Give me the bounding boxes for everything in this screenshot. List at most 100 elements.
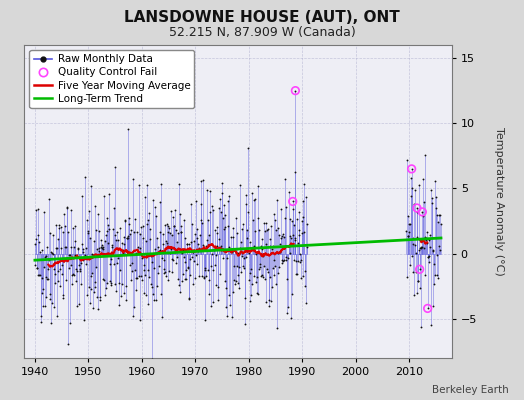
Point (188, 254, 196, 260)
Point (265, 242, 274, 249)
Point (50, 304, 59, 310)
Point (298, 218, 306, 224)
Point (434, 275, 443, 281)
Point (68, 281, 77, 288)
Point (45, 257, 53, 263)
Point (301, 283, 309, 289)
Point (97, 245, 106, 252)
Point (231, 248, 239, 254)
Point (299, 198, 308, 204)
Point (74, 246, 82, 252)
Point (68, 272, 76, 278)
Point (245, 298, 254, 304)
Point (74, 254, 83, 261)
Point (75, 301, 84, 307)
Point (165, 277, 173, 283)
Point (413, 234, 422, 240)
Point (149, 197, 158, 204)
Point (104, 222, 112, 228)
Point (135, 230, 144, 237)
Point (194, 241, 202, 247)
Point (143, 221, 151, 227)
Point (144, 217, 152, 224)
Point (42, 253, 50, 259)
Point (202, 243, 211, 249)
Point (263, 226, 271, 233)
Point (43, 244, 51, 250)
Point (90, 284, 99, 290)
Point (54, 278, 62, 284)
Point (295, 209, 303, 215)
Point (403, 157, 411, 163)
Point (243, 227, 251, 233)
Point (286, 250, 294, 256)
Point (433, 252, 442, 258)
Point (412, 290, 421, 296)
Point (233, 230, 241, 236)
Point (248, 190, 256, 196)
Point (412, 269, 420, 276)
Point (180, 276, 189, 282)
Point (128, 268, 136, 274)
Point (85, 300, 94, 306)
Point (84, 284, 93, 290)
Point (105, 261, 114, 267)
Point (178, 278, 187, 284)
Point (48, 299, 56, 306)
Point (221, 224, 229, 231)
Point (203, 216, 212, 223)
Point (86, 235, 94, 241)
Point (292, 270, 300, 277)
Point (47, 249, 55, 256)
Point (140, 272, 149, 279)
Point (152, 250, 161, 256)
Point (413, 205, 421, 211)
Point (107, 255, 116, 262)
Point (93, 211, 102, 217)
Point (122, 297, 130, 303)
Point (206, 188, 214, 194)
Point (184, 241, 193, 248)
Point (185, 296, 193, 302)
Point (170, 222, 178, 229)
Point (432, 212, 441, 218)
Point (243, 235, 252, 242)
Point (50, 266, 58, 272)
Point (411, 250, 420, 256)
Point (174, 276, 182, 282)
Point (300, 181, 309, 188)
Point (146, 226, 155, 232)
Point (215, 205, 223, 212)
Point (429, 246, 437, 253)
Point (62, 205, 71, 212)
Point (428, 303, 436, 309)
Point (427, 186, 435, 193)
Point (96, 236, 105, 243)
Point (138, 255, 146, 261)
Point (422, 236, 431, 243)
Point (228, 289, 237, 295)
Point (247, 280, 256, 287)
Point (173, 230, 182, 236)
Point (134, 250, 143, 256)
Point (104, 240, 113, 246)
Point (302, 221, 311, 227)
Point (96, 294, 104, 300)
Point (147, 356, 156, 363)
Point (256, 273, 265, 279)
Point (200, 267, 209, 274)
Point (423, 240, 431, 247)
Point (175, 282, 183, 288)
Point (134, 244, 142, 251)
Point (301, 300, 310, 306)
Point (60, 258, 69, 264)
Point (60, 211, 68, 218)
Point (288, 218, 296, 224)
Point (274, 250, 282, 257)
Point (108, 242, 116, 248)
Point (130, 304, 138, 310)
Point (416, 285, 424, 291)
Point (102, 227, 111, 234)
Point (281, 215, 289, 221)
Point (161, 269, 169, 276)
